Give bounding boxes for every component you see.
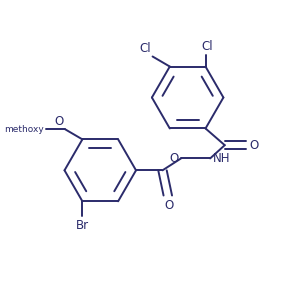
Text: NH: NH bbox=[213, 152, 231, 165]
Text: O: O bbox=[170, 152, 179, 165]
Text: Br: Br bbox=[76, 219, 89, 232]
Text: methoxy: methoxy bbox=[4, 125, 44, 134]
Text: O: O bbox=[55, 115, 64, 128]
Text: Cl: Cl bbox=[201, 40, 213, 53]
Text: O: O bbox=[164, 199, 174, 212]
Text: O: O bbox=[249, 139, 258, 152]
Text: Cl: Cl bbox=[140, 42, 151, 55]
